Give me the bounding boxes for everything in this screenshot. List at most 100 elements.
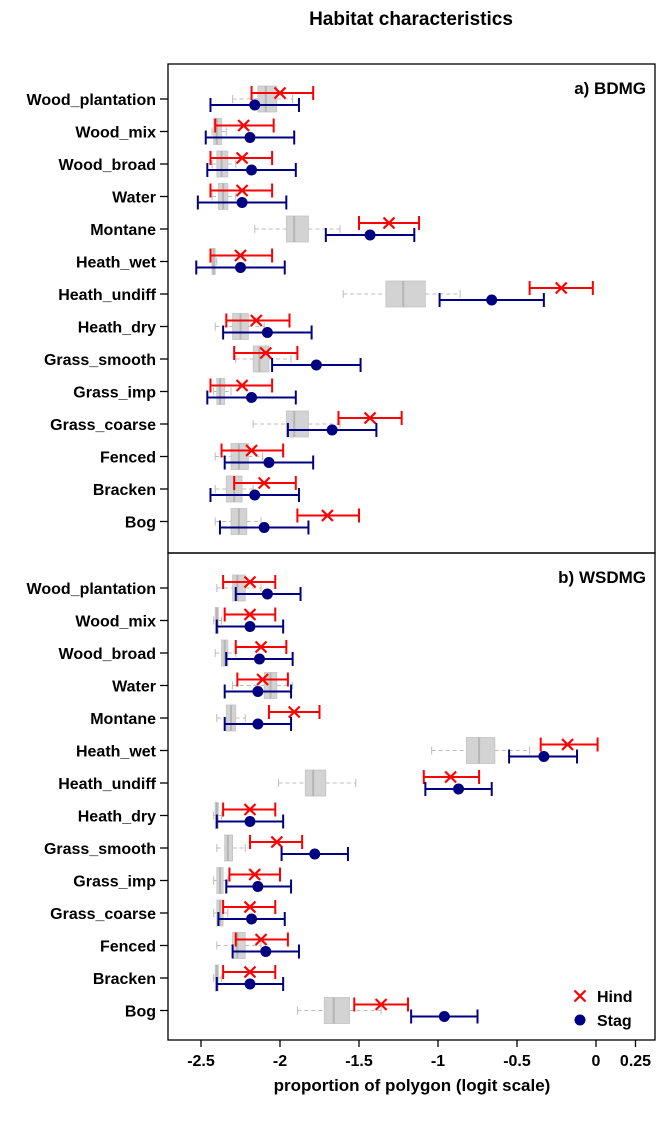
category-row: Wood_mix	[75, 607, 285, 634]
hind-point	[321, 509, 334, 522]
hind-estimate	[223, 607, 277, 622]
stag-point	[453, 783, 465, 795]
stag-point	[263, 457, 275, 468]
box-iqr	[323, 997, 350, 1024]
category-label: Wood_plantation	[27, 581, 156, 598]
stag-estimate	[209, 98, 300, 112]
category-row: Grass_coarse	[50, 899, 286, 927]
stag-point	[538, 751, 550, 762]
x-tick-label: -0.5	[503, 1053, 531, 1070]
stag-estimate	[218, 520, 310, 535]
stag-point	[246, 392, 258, 403]
box-iqr	[257, 85, 278, 113]
category-label: Montane	[90, 711, 156, 728]
panel-b: b) WSDMG Wood_plantation Wood_mix Wood_broa…	[27, 568, 646, 1024]
background-boxplot	[216, 932, 262, 959]
box-iqr	[385, 280, 426, 308]
stag-estimate	[410, 1009, 479, 1024]
category-label: Fenced	[100, 450, 156, 467]
panel-label: b) WSDMG	[558, 568, 646, 587]
legend-hind-icon	[573, 989, 587, 1003]
category-row: Montane	[90, 704, 321, 732]
x-axis: -2.5 -2 -1.5 -1 -0.5 0 0.25	[187, 1040, 651, 1070]
hind-estimate	[296, 508, 360, 523]
hind-estimate	[422, 770, 481, 784]
hind-estimate	[234, 932, 289, 947]
category-label: Fenced	[100, 939, 156, 956]
category-row: Heath_wet	[76, 737, 599, 764]
stag-estimate	[222, 325, 313, 340]
x-tick-label: 0	[592, 1053, 601, 1070]
background-boxplot	[216, 834, 246, 862]
category-label: Grass_smooth	[44, 352, 156, 369]
hind-estimate	[209, 151, 274, 165]
category-label: Bog	[125, 515, 156, 532]
hind-point	[243, 900, 257, 914]
box-iqr	[285, 410, 309, 438]
hind-estimate	[248, 835, 304, 849]
hind-estimate	[267, 705, 321, 719]
legend-item-hind: Hind	[573, 989, 633, 1006]
hind-point	[237, 119, 250, 132]
stag-estimate	[215, 619, 285, 634]
background-boxplot	[216, 704, 246, 732]
category-row: Fenced	[100, 932, 300, 959]
hind-point	[363, 411, 377, 425]
background-boxplot	[213, 378, 232, 405]
background-boxplot	[232, 672, 294, 699]
background-boxplot	[211, 118, 227, 145]
category-label: Water	[112, 190, 156, 207]
stag-point	[260, 946, 272, 957]
category-row: Heath_undiff	[58, 769, 493, 797]
category-row: Grass_imp	[73, 867, 293, 894]
background-boxplot	[431, 737, 531, 764]
stag-point	[236, 197, 248, 208]
stag-estimate	[286, 423, 378, 437]
hind-point	[554, 281, 568, 295]
hind-estimate	[209, 248, 274, 263]
hind-point	[243, 965, 257, 979]
stag-estimate	[324, 228, 416, 242]
background-boxplot	[254, 215, 341, 243]
category-label: Grass_smooth	[44, 841, 156, 858]
stag-point	[326, 424, 338, 436]
stag-estimate	[223, 684, 293, 699]
hind-point	[257, 476, 271, 490]
background-boxplot	[252, 410, 341, 438]
x-tick-label: -2.5	[187, 1053, 215, 1070]
stag-estimate	[196, 195, 288, 210]
category-label: Heath_undiff	[58, 776, 156, 793]
category-row: Grass_smooth	[44, 834, 349, 862]
stag-estimate	[215, 977, 285, 991]
hind-point	[270, 835, 284, 849]
stag-estimate	[231, 944, 300, 959]
hind-estimate	[250, 86, 315, 100]
category-label: Heath_undiff	[58, 287, 156, 304]
stag-point	[486, 294, 498, 306]
stag-estimate	[195, 260, 286, 275]
background-boxplot	[214, 508, 262, 535]
stag-point	[438, 1011, 450, 1022]
background-boxplot	[211, 248, 218, 275]
hind-point	[254, 640, 268, 654]
background-boxplot	[211, 183, 237, 210]
stag-point	[252, 881, 264, 892]
hind-point	[444, 770, 457, 784]
stag-point	[253, 653, 265, 665]
category-label: Bracken	[93, 482, 156, 499]
stag-point	[261, 327, 273, 338]
category-row: Heath_dry	[78, 802, 285, 829]
legend-item-stag: Stag	[574, 1013, 632, 1030]
hind-point	[243, 803, 257, 816]
category-row: Water	[112, 672, 294, 699]
hind-point	[245, 444, 258, 457]
category-label: Wood_broad	[59, 157, 156, 174]
category-label: Wood_plantation	[27, 92, 156, 109]
hind-point	[259, 346, 273, 360]
stag-point	[246, 913, 258, 925]
category-label: Heath_dry	[78, 320, 156, 337]
stag-point	[244, 816, 256, 827]
stag-estimate	[223, 717, 293, 731]
hind-estimate	[337, 411, 403, 425]
hind-point	[382, 216, 396, 230]
